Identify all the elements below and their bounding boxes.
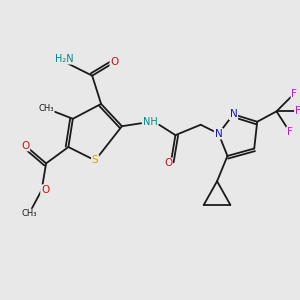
Text: O: O [164,158,172,168]
Text: O: O [110,57,118,67]
Text: CH₃: CH₃ [38,104,54,113]
Text: N: N [215,129,222,139]
Text: F: F [291,88,297,98]
Text: O: O [21,140,29,151]
Text: H₂N: H₂N [55,54,73,64]
Text: N: N [230,109,237,119]
Text: F: F [287,127,293,137]
Text: F: F [295,106,300,116]
Text: O: O [41,185,49,195]
Text: CH₃: CH₃ [22,209,38,218]
Text: NH: NH [143,117,158,127]
Text: S: S [92,155,98,165]
